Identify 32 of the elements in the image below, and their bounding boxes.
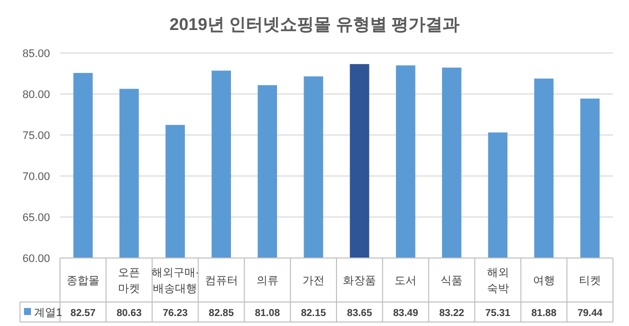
data-label: 80.63 xyxy=(116,308,142,319)
x-tick-label: 종합몰 xyxy=(66,275,100,287)
chart-title: 2019년 인터넷쇼핑몰 유형별 평가결과 xyxy=(170,15,460,34)
y-tick-label: 85.00 xyxy=(22,48,50,60)
data-label: 76.23 xyxy=(162,308,188,319)
x-tick-label: 의류 xyxy=(256,275,278,287)
x-tick-label: 해외 숙박 xyxy=(486,267,509,295)
x-tick-label: 컴퓨터 xyxy=(204,275,238,287)
x-tick-label: 식품 xyxy=(440,275,463,287)
legend-label: 계열1 xyxy=(34,307,62,319)
y-tick-label: 65.00 xyxy=(22,212,50,224)
data-label: 83.22 xyxy=(439,308,465,319)
data-label: 82.57 xyxy=(70,308,96,319)
y-tick-label: 75.00 xyxy=(22,130,50,142)
data-label: 75.31 xyxy=(485,308,511,319)
data-label: 83.49 xyxy=(393,308,419,319)
data-label: 83.65 xyxy=(347,308,372,319)
data-label: 82.15 xyxy=(300,308,326,319)
data-label: 81.88 xyxy=(531,308,557,319)
data-label: 82.85 xyxy=(208,308,234,319)
y-tick-label: 70.00 xyxy=(22,171,50,183)
data-label: 81.08 xyxy=(254,308,280,319)
x-tick-label: 여행 xyxy=(532,275,555,287)
y-tick-label: 60.00 xyxy=(22,253,50,265)
x-tick-label: 화장품 xyxy=(343,275,376,287)
x-tick-label: 티켓 xyxy=(578,275,601,287)
x-tick-label: 해외구매· 배송대행 xyxy=(151,267,200,295)
x-tick-label: 가전 xyxy=(302,275,324,287)
y-tick-label: 80.00 xyxy=(22,89,50,101)
x-tick-label: 오픈 마켓 xyxy=(118,267,140,295)
x-tick-label: 도서 xyxy=(394,275,417,287)
data-label: 79.44 xyxy=(577,308,603,319)
